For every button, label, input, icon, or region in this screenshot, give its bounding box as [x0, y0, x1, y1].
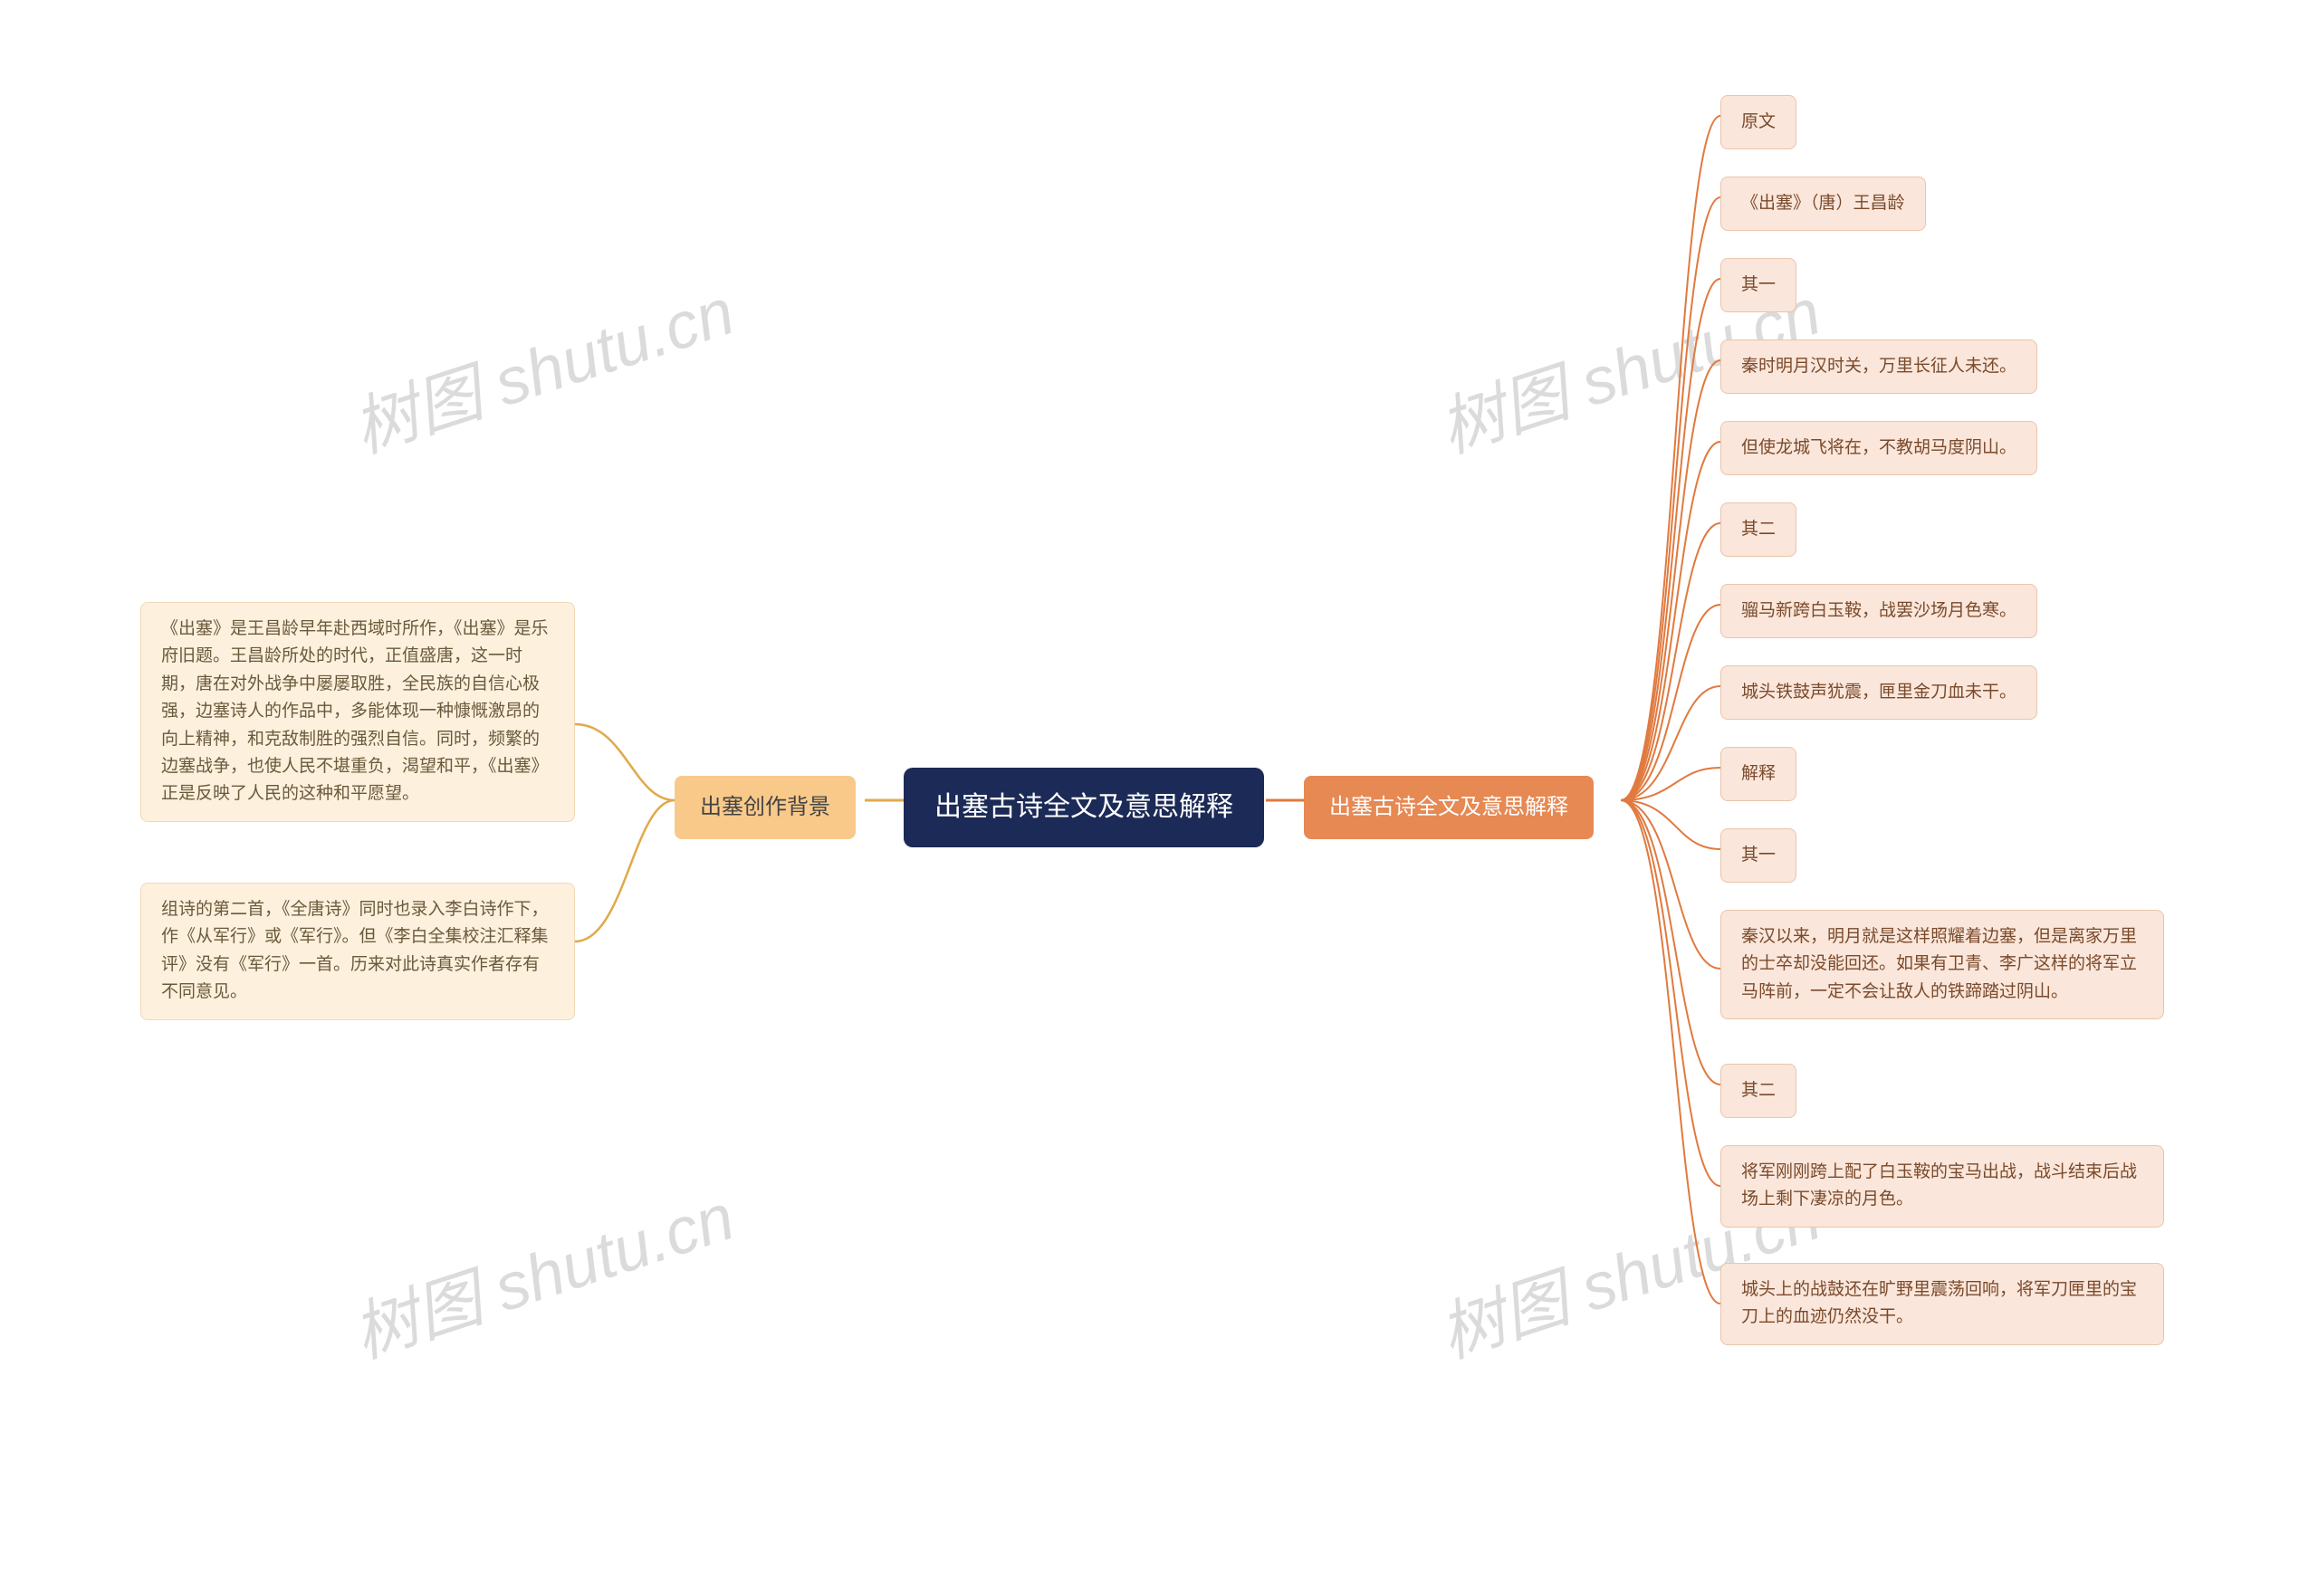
leaf-right[interactable]: 其二 — [1720, 1064, 1796, 1118]
watermark: 树图 shutu.cn — [339, 1163, 743, 1376]
leaf-right[interactable]: 解释 — [1720, 747, 1796, 801]
leaf-right[interactable]: 其一 — [1720, 258, 1796, 312]
leaf-right[interactable]: 将军刚刚跨上配了白玉鞍的宝马出战，战斗结束后战场上剩下凄凉的月色。 — [1720, 1145, 2164, 1228]
leaf-right[interactable]: 秦时明月汉时关，万里长征人未还。 — [1720, 339, 2037, 394]
leaf-right[interactable]: 骝马新跨白玉鞍，战罢沙场月色寒。 — [1720, 584, 2037, 638]
leaf-right[interactable]: 秦汉以来，明月就是这样照耀着边塞，但是离家万里的士卒却没能回还。如果有卫青、李广… — [1720, 910, 2164, 1019]
leaf-right[interactable]: 《出塞》（唐）王昌龄 — [1720, 177, 1926, 231]
leaf-right[interactable]: 城头铁鼓声犹震，匣里金刀血未干。 — [1720, 665, 2037, 720]
root-node[interactable]: 出塞古诗全文及意思解释 — [904, 768, 1264, 847]
branch-left[interactable]: 出塞创作背景 — [675, 776, 856, 839]
branch-right[interactable]: 出塞古诗全文及意思解释 — [1304, 776, 1594, 839]
leaf-right[interactable]: 其一 — [1720, 828, 1796, 883]
watermark: 树图 shutu.cn — [339, 258, 743, 471]
leaf-left[interactable]: 《出塞》是王昌龄早年赴西域时所作，《出塞》是乐府旧题。王昌龄所处的时代，正值盛唐… — [140, 602, 575, 822]
leaf-right[interactable]: 其二 — [1720, 502, 1796, 557]
leaf-right[interactable]: 城头上的战鼓还在旷野里震荡回响，将军刀匣里的宝刀上的血迹仍然没干。 — [1720, 1263, 2164, 1345]
mindmap-canvas: 树图 shutu.cn 树图 shutu.cn 树图 shutu.cn 树图 s… — [0, 0, 2318, 1596]
leaf-right[interactable]: 原文 — [1720, 95, 1796, 149]
leaf-right[interactable]: 但使龙城飞将在，不教胡马度阴山。 — [1720, 421, 2037, 475]
leaf-left[interactable]: 组诗的第二首，《全唐诗》同时也录入李白诗作下，作《从军行》或《军行》。但《李白全… — [140, 883, 575, 1020]
